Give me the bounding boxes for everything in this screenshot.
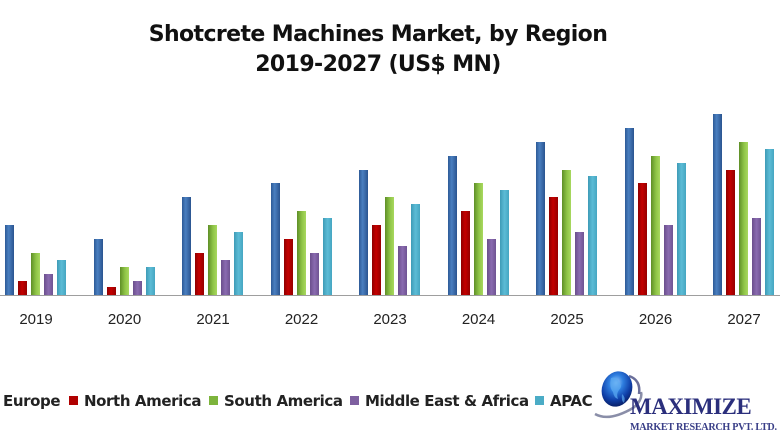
bar-europe-2019 bbox=[5, 225, 14, 295]
bar-apac-2027 bbox=[765, 148, 774, 295]
x-axis-label-2026: 2026 bbox=[638, 311, 673, 328]
bar-north-america-2023 bbox=[372, 225, 381, 295]
legend-swatch-apac bbox=[535, 396, 544, 405]
bar-apac-2023 bbox=[411, 204, 420, 295]
logo-tagline: MARKET RESEARCH PVT. LTD. bbox=[630, 421, 777, 433]
legend-item-middle-east-africa: Middle East & Africa bbox=[350, 391, 529, 411]
x-axis-label-2024: 2024 bbox=[461, 311, 496, 328]
bar-middle-east-africa-2022 bbox=[309, 253, 319, 295]
legend-swatch-south-america bbox=[209, 396, 218, 405]
bar-europe-2025 bbox=[536, 141, 545, 295]
chart-title-line-2: 2019-2027 (US$ MN) bbox=[255, 52, 501, 77]
bar-north-america-2026 bbox=[637, 183, 647, 295]
logo-wordmark: MAXIMIZE bbox=[630, 394, 752, 419]
globe-icon bbox=[594, 371, 643, 419]
bar-south-america-2023 bbox=[385, 197, 394, 295]
company-logo: MAXIMIZE MARKET RESEARCH PVT. LTD. bbox=[594, 366, 780, 440]
bar-apac-2022 bbox=[322, 218, 332, 295]
chart-title-line-1: Shotcrete Machines Market, by Region bbox=[148, 22, 608, 47]
bar-europe-2024 bbox=[447, 155, 457, 295]
plot-area bbox=[0, 113, 780, 296]
legend-label-europe: Europe bbox=[3, 392, 61, 410]
legend-label-middle-east-africa: Middle East & Africa bbox=[365, 392, 529, 410]
bar-middle-east-africa-2019 bbox=[44, 274, 53, 295]
x-axis-label-2025: 2025 bbox=[550, 311, 584, 328]
bar-south-america-2022 bbox=[296, 211, 306, 295]
bar-south-america-2026 bbox=[650, 155, 660, 295]
x-axis-label-2027: 2027 bbox=[727, 311, 761, 328]
bar-north-america-2024 bbox=[460, 211, 470, 295]
bar-middle-east-africa-2025 bbox=[575, 232, 584, 295]
bar-south-america-2027 bbox=[739, 141, 748, 295]
legend-label-apac: APAC bbox=[550, 392, 593, 410]
bar-south-america-2021 bbox=[208, 225, 217, 295]
bar-south-america-2024 bbox=[473, 183, 483, 295]
legend-item-europe: Europe bbox=[3, 391, 61, 411]
bar-middle-east-africa-2027 bbox=[752, 218, 761, 295]
legend-label-south-america: South America bbox=[224, 392, 343, 410]
bar-middle-east-africa-2024 bbox=[486, 239, 496, 295]
x-axis-label-2023: 2023 bbox=[373, 311, 407, 328]
legend-item-apac: APAC bbox=[535, 391, 593, 411]
bar-north-america-2027 bbox=[726, 169, 735, 295]
bar-middle-east-africa-2023 bbox=[398, 246, 407, 295]
bar-europe-2020 bbox=[93, 239, 103, 295]
bar-south-america-2025 bbox=[562, 169, 571, 295]
x-axis-label-2021: 2021 bbox=[196, 311, 230, 328]
bar-north-america-2019 bbox=[18, 281, 27, 295]
bar-europe-2026 bbox=[624, 127, 634, 295]
bar-middle-east-africa-2026 bbox=[663, 225, 673, 295]
legend-label-north-america: North America bbox=[84, 392, 202, 410]
bar-north-america-2025 bbox=[549, 197, 558, 295]
bar-europe-2021 bbox=[182, 197, 191, 295]
bar-apac-2024 bbox=[499, 190, 509, 295]
bar-middle-east-africa-2021 bbox=[221, 260, 230, 295]
bar-middle-east-africa-2020 bbox=[132, 281, 142, 295]
bar-apac-2026 bbox=[676, 162, 686, 295]
bar-north-america-2022 bbox=[283, 239, 293, 295]
bar-apac-2021 bbox=[234, 232, 243, 295]
legend-swatch-north-america bbox=[69, 396, 78, 405]
bar-apac-2025 bbox=[588, 176, 597, 295]
bar-europe-2022 bbox=[270, 183, 280, 295]
bar-north-america-2021 bbox=[195, 253, 204, 295]
bar-south-america-2020 bbox=[119, 267, 129, 295]
bar-north-america-2020 bbox=[106, 286, 116, 295]
legend-item-north-america: North America bbox=[69, 391, 201, 411]
legend-swatch-middle-east-africa bbox=[350, 396, 359, 405]
bar-apac-2020 bbox=[145, 267, 155, 295]
x-axis-line bbox=[0, 295, 780, 296]
bar-apac-2019 bbox=[57, 260, 66, 295]
x-axis-label-2020: 2020 bbox=[107, 311, 142, 328]
bar-europe-2023 bbox=[359, 169, 368, 295]
bar-south-america-2019 bbox=[31, 253, 40, 295]
x-axis-label-2019: 2019 bbox=[19, 311, 53, 328]
x-axis-label-2022: 2022 bbox=[284, 311, 319, 328]
bar-europe-2027 bbox=[713, 113, 722, 295]
legend-item-south-america: South America bbox=[209, 391, 343, 411]
